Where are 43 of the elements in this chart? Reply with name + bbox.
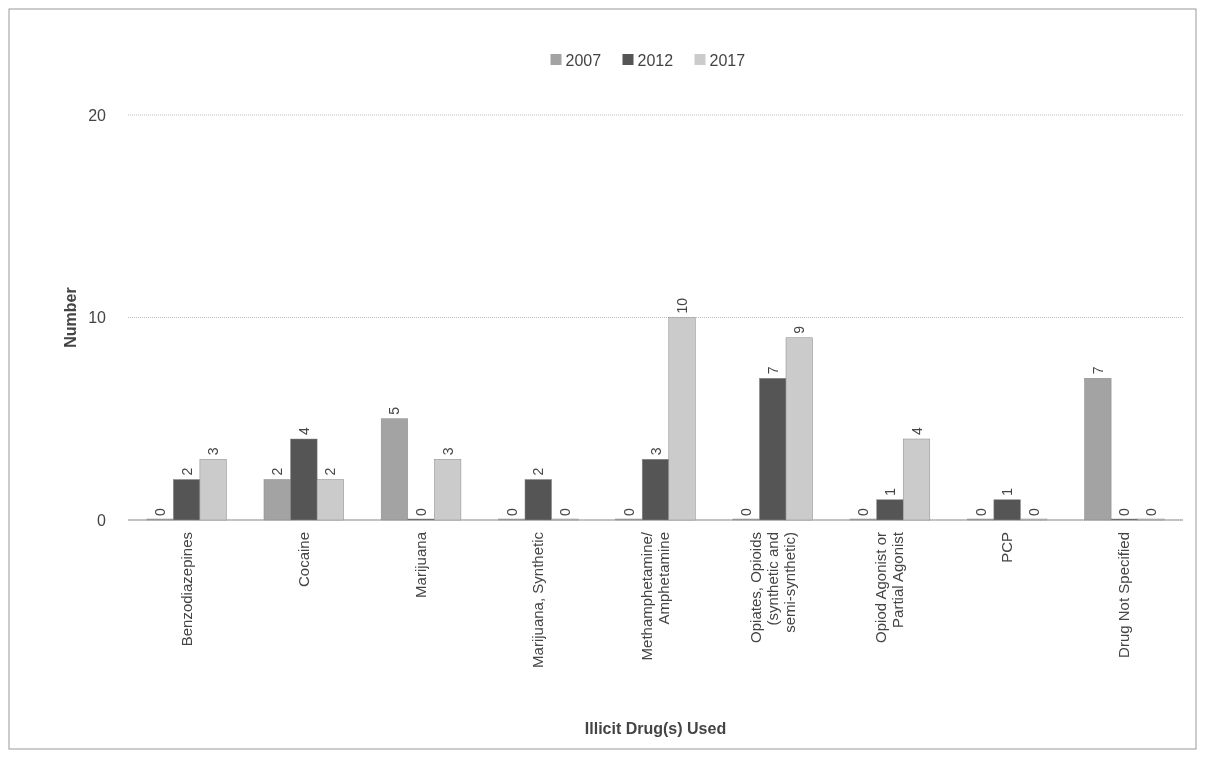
data-label: 1 — [881, 487, 898, 496]
data-label: 0 — [413, 508, 430, 516]
data-label: 10 — [674, 297, 691, 314]
data-label: 3 — [439, 447, 456, 456]
data-label: 0 — [972, 508, 989, 516]
y-tick-label: 0 — [97, 511, 107, 529]
legend-label: 2012 — [637, 51, 674, 69]
x-tick-label: Methamphetamine/ Amphetamine — [638, 531, 672, 661]
x-tick-label: Drug Not Specified — [1115, 532, 1133, 658]
x-tick-label: Cocaine — [294, 532, 312, 588]
data-label: 0 — [1025, 508, 1042, 516]
x-tick-label: Marijuana — [412, 531, 430, 598]
data-label: 2 — [530, 467, 547, 476]
data-label: 0 — [1142, 508, 1159, 516]
data-label: 7 — [1089, 366, 1106, 375]
data-label: 1 — [999, 487, 1016, 496]
x-tick-label: Marijuana, Synthetic — [529, 531, 547, 668]
data-label: 0 — [556, 508, 573, 516]
data-label: 0 — [855, 508, 872, 516]
data-label: 3 — [205, 447, 222, 456]
data-label: 4 — [908, 427, 925, 435]
y-tick-label: 10 — [88, 309, 107, 327]
data-label: 0 — [620, 508, 637, 516]
data-label: 3 — [647, 447, 664, 456]
data-label: 0 — [738, 508, 755, 516]
data-label: 0 — [1116, 508, 1133, 516]
y-tick-label: 20 — [88, 106, 107, 124]
x-axis-title: Illicit Drug(s) Used — [584, 720, 727, 737]
data-label: 4 — [295, 427, 312, 435]
data-label: 0 — [503, 508, 520, 516]
y-axis-title: Number — [62, 287, 79, 348]
data-label: 2 — [322, 467, 339, 476]
data-label: 7 — [764, 366, 781, 375]
legend-label: 2007 — [565, 51, 602, 69]
data-label: 2 — [178, 467, 195, 476]
legend-label: 2017 — [709, 51, 746, 69]
data-label: 5 — [386, 406, 403, 415]
x-tick-label: PCP — [998, 532, 1016, 563]
x-tick-label: Benzodiazepines — [177, 532, 195, 647]
data-label: 2 — [269, 467, 286, 476]
data-label: 9 — [791, 325, 808, 334]
data-label: 0 — [152, 508, 169, 516]
x-tick-label: Opiates, Opioids (synthetic and semi-synthetic) — [746, 532, 798, 643]
